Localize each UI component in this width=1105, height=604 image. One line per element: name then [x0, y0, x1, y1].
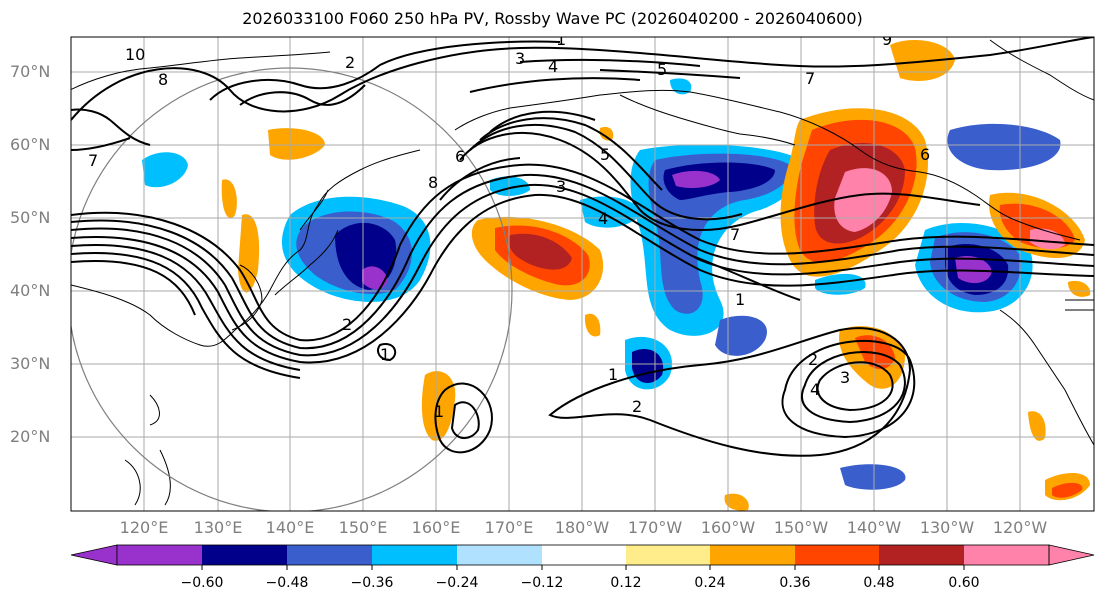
contour-label: 2: [342, 315, 352, 334]
contour-labels: 10 8 1 2 3 4 5 7 6 7 5 4 3 2 1 1 2 3 4 1…: [88, 30, 930, 421]
colorbar-tick-label: 0.12: [610, 575, 642, 591]
colorbar-tick-label: −0.24: [435, 575, 479, 591]
contour-label: 8: [428, 173, 438, 192]
colorbar-swatch: [879, 545, 964, 565]
colorbar-tick-label: 0.36: [779, 575, 811, 591]
colorbar-tick-label: −0.12: [520, 575, 564, 591]
colorbar-swatch: [372, 545, 457, 565]
lon-label: 170°E: [484, 518, 534, 537]
map-frame: [70, 36, 1095, 512]
lat-label: 50°N: [10, 208, 51, 227]
lon-label: 140°W: [846, 518, 902, 537]
contour-label: 10: [125, 45, 145, 64]
colorbar-tick-label: 0.60: [948, 575, 980, 591]
contour-label: 1: [380, 345, 390, 364]
colorbar-swatch: [626, 545, 710, 565]
lon-label: 170°W: [627, 518, 683, 537]
contour-label: 1: [556, 30, 566, 49]
contour-label: 6: [455, 147, 465, 166]
colorbar-outline: [116, 544, 1050, 566]
colorbar-swatch: [542, 545, 626, 565]
lon-label: 180°W: [554, 518, 610, 537]
contour-label: 3: [515, 49, 525, 68]
contour-label: 6: [920, 145, 930, 164]
colorbar-tick-label: −0.60: [180, 575, 224, 591]
pv-negative-anomalies: [142, 78, 1061, 490]
lon-label: 160°E: [411, 518, 461, 537]
contour-label: 8: [158, 70, 168, 89]
contour-label: 7: [88, 151, 98, 170]
contour-label: 4: [548, 57, 558, 76]
colorbar-tick-label: 0.48: [863, 575, 895, 591]
lat-label: 40°N: [10, 281, 51, 300]
colorbar-swatch: [117, 545, 202, 565]
contour-label: 9: [882, 30, 892, 49]
lon-label: 120°W: [992, 518, 1048, 537]
contour-label: 1: [608, 365, 618, 384]
contour-label: 4: [810, 380, 820, 399]
lon-label: 130°E: [193, 518, 243, 537]
lon-label: 150°E: [338, 518, 388, 537]
contour-label: 3: [840, 368, 850, 387]
colorbar: [70, 544, 1095, 570]
colorbar-swatch: [710, 545, 795, 565]
pv-contours: [71, 37, 1094, 457]
map-content: 10 8 1 2 3 4 5 7 6 7 5 4 3 2 1 1 2 3 4 1…: [71, 30, 1094, 511]
lon-label: 160°W: [700, 518, 756, 537]
colorbar-min-arrow: [70, 544, 118, 566]
lat-label: 70°N: [10, 62, 51, 81]
contour-label: 2: [632, 397, 642, 416]
contour-label: 5: [600, 145, 610, 164]
lon-label: 150°W: [773, 518, 829, 537]
colorbar-swatch: [457, 545, 542, 565]
colorbar-swatch: [287, 545, 372, 565]
contour-label: 2: [345, 53, 355, 72]
contour-label: 1: [735, 290, 745, 309]
contour-label: 5: [657, 60, 667, 79]
coastlines: [71, 39, 1094, 506]
contour-label: 7: [805, 69, 815, 88]
colorbar-swatch: [202, 545, 287, 565]
lat-label: 20°N: [10, 427, 51, 446]
contour-label: 4: [598, 209, 608, 228]
lon-label: 130°W: [919, 518, 975, 537]
colorbar-tick-label: −0.48: [265, 575, 309, 591]
contour-label: 7: [730, 225, 740, 244]
contour-label: 3: [556, 177, 566, 196]
contour-label: 1: [434, 402, 444, 421]
colorbar-swatch: [795, 545, 879, 565]
colorbar-max-arrow: [1048, 544, 1095, 566]
map-title: 2026033100 F060 250 hPa PV, Rossby Wave …: [242, 9, 863, 28]
contour-label: 2: [808, 350, 818, 369]
lat-label: 60°N: [10, 135, 51, 154]
colorbar-tick-label: −0.36: [350, 575, 394, 591]
colorbar-tick-label: 0.24: [694, 575, 726, 591]
radius-circle: [71, 67, 513, 511]
colorbar-swatch: [964, 545, 1049, 565]
lat-label: 30°N: [10, 354, 51, 373]
lon-label: 140°E: [265, 518, 315, 537]
lon-label: 120°E: [119, 518, 169, 537]
